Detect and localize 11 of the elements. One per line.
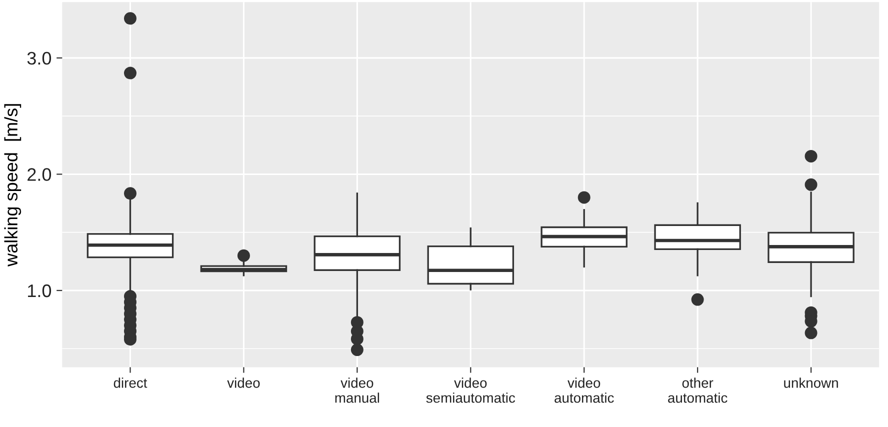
x-tick-label: unknown — [784, 378, 838, 388]
x-tick-label: other automatic — [668, 378, 728, 403]
x-tick-label: video — [227, 378, 260, 388]
x-tick-label: video automatic — [554, 378, 614, 403]
x-tick-label: direct — [114, 378, 148, 388]
y-axis-title: walking speed [m/s] — [4, 104, 22, 266]
x-tick-label: video manual — [335, 378, 380, 403]
y-tick-label: 2.0 — [28, 168, 52, 181]
y-tick-label: 1.0 — [28, 284, 52, 298]
x-tick-label: video semiautomatic — [426, 378, 516, 403]
y-tick-label: 3.0 — [27, 52, 52, 65]
